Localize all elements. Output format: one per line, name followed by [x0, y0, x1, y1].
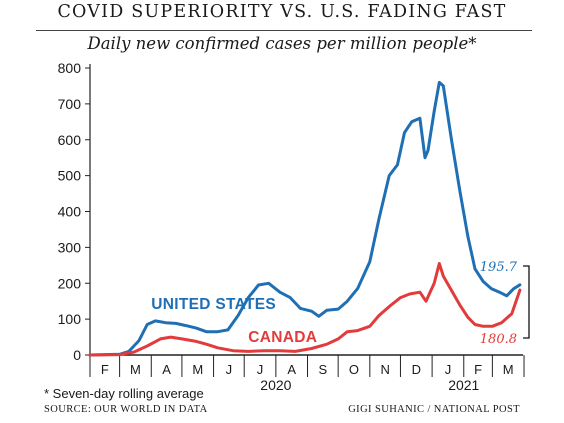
x-year-label: 2021 — [448, 377, 479, 393]
footnote: * Seven-day rolling average — [44, 386, 204, 401]
y-tick-label: 200 — [58, 275, 82, 291]
y-tick-label: 300 — [58, 239, 82, 255]
canada-series-line — [88, 262, 522, 357]
canada-series-label: CANADA — [248, 329, 317, 346]
x-month-label: F — [474, 362, 482, 377]
x-month-label: A — [287, 362, 296, 377]
y-tick-label: 800 — [58, 60, 82, 76]
x-month-label: A — [162, 362, 171, 377]
x-month-label: M — [130, 362, 141, 377]
x-month-label: M — [503, 362, 514, 377]
source-note: SOURCE: OUR WORLD IN DATA — [44, 404, 208, 415]
x-month-label: F — [101, 362, 109, 377]
end-value-bracket — [523, 265, 530, 339]
credit-note: GIGI SUHANIC / NATIONAL POST — [348, 404, 520, 415]
y-tick-label: 600 — [58, 132, 82, 148]
y-tick-label: 100 — [58, 311, 82, 327]
x-month-label: N — [380, 362, 389, 377]
x-month-label: O — [349, 362, 359, 377]
chart-title: COVID SUPERIORITY VS. U.S. FADING FAST — [57, 2, 507, 22]
us-end-value: 195.7 — [480, 260, 518, 275]
canada-end-value: 180.8 — [480, 332, 517, 347]
x-month-label: J — [445, 362, 452, 377]
y-tick-label: 500 — [58, 168, 82, 184]
x-month-label: D — [412, 362, 421, 377]
y-tick-label: 400 — [58, 204, 82, 220]
x-month-label: S — [319, 362, 328, 377]
us-series-label: UNITED STATES — [151, 296, 276, 313]
x-month-label: J — [226, 362, 233, 377]
x-year-label: 2020 — [260, 377, 291, 393]
title-rule — [36, 30, 532, 31]
us-series-line — [88, 80, 522, 357]
y-tick-label: 0 — [73, 347, 81, 363]
x-month-label: J — [257, 362, 264, 377]
y-tick-label: 700 — [58, 96, 82, 112]
chart-subtitle: Daily new confirmed cases per million pe… — [87, 34, 477, 53]
x-month-label: M — [192, 362, 203, 377]
